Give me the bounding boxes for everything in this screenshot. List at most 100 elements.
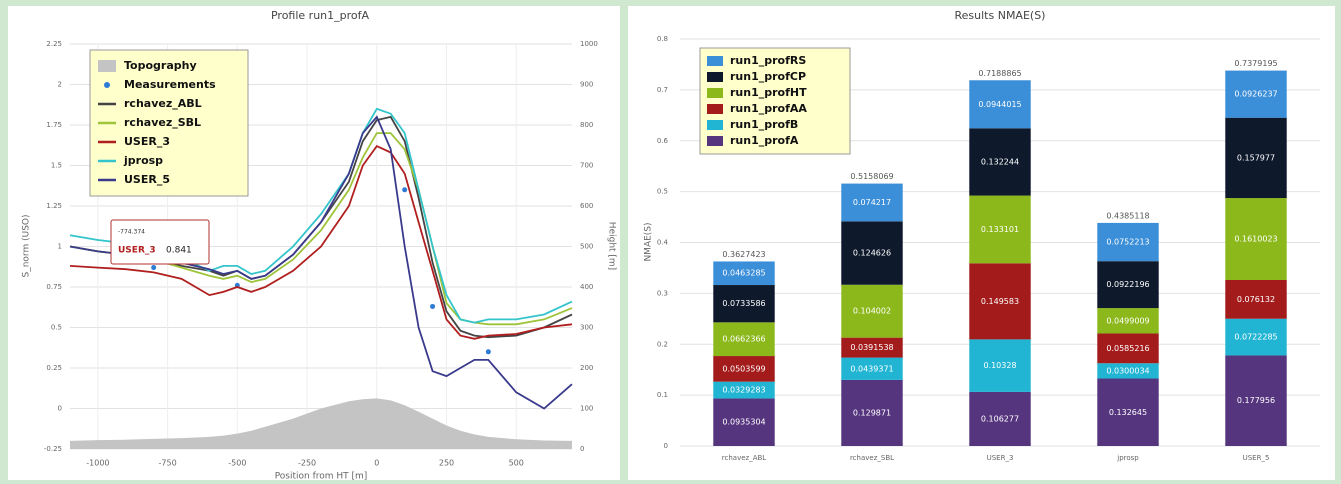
y-tick-label: 0.75 [46,283,62,291]
legend-label: Measurements [124,78,216,91]
segment-label: 0.0503599 [722,364,765,373]
segment-label: 0.129871 [853,408,891,417]
segment-label: 0.074217 [853,198,891,207]
x-tick-label: 0 [374,459,379,468]
bar-segment [1097,261,1159,309]
legend-label: run1_profA [730,134,799,147]
bar-segment [1225,117,1287,199]
segment-label: 0.0439371 [850,364,893,373]
segment-label: 0.0733586 [722,299,765,308]
segment-label: 0.1610023 [1234,235,1277,244]
y-tick-label: 0.1 [657,391,668,399]
bar-segment [713,322,775,357]
legend-label: rchavez_ABL [124,97,202,110]
bar-segment [841,284,903,338]
total-label: 0.3627423 [722,250,765,259]
y-tick-label: 0.2 [657,340,668,348]
segment-label: 0.132244 [981,157,1019,166]
legend-label: USER_3 [124,135,170,148]
segment-label: 0.0300034 [1106,366,1149,375]
bar-segment [1097,363,1159,379]
segment-label: 0.10328 [983,361,1016,370]
legend-swatch [707,56,723,66]
legend-label: run1_profAA [730,102,807,115]
bar-segment [1225,198,1287,280]
y-tick-label: 2 [58,81,62,89]
x-tick-label: -250 [298,459,316,468]
y2-tick-label: 500 [580,243,593,251]
x-tick-label: USER_3 [987,454,1014,462]
tooltip-box [110,219,210,265]
y-tick-label: 0 [664,442,668,450]
legend-swatch [104,82,110,88]
y-tick-label: 0.25 [46,364,62,372]
segment-label: 0.0926237 [1234,90,1277,99]
measurement-point [485,349,491,355]
measurement-point [430,303,436,309]
bar-segment [969,263,1031,340]
segment-label: 0.076132 [1237,295,1275,304]
legend-label: USER_5 [124,173,170,186]
bar-segment [1225,355,1287,446]
y2-tick-label: 100 [580,405,593,413]
series-line [69,115,573,339]
x-tick-label: -1000 [86,459,109,468]
bar-segment [713,356,775,382]
bar-segment [1225,318,1287,356]
y2-tick-label: 900 [580,81,593,89]
chart-title: Profile run1_profA [271,9,370,22]
x-axis-label: Position from HT [m] [275,472,368,482]
y-tick-label: 1 [58,243,62,251]
y-tick-label: 0 [58,405,62,413]
legend-label: run1_profB [730,118,798,131]
y-tick-label: 1.25 [46,202,62,210]
bar-segment [969,80,1031,129]
segment-label: 0.133101 [981,225,1019,234]
y-tick-label: 0.8 [657,35,668,43]
segment-label: 0.0922196 [1106,280,1149,289]
bar-segment [841,379,903,446]
legend-label: rchavez_SBL [124,116,201,129]
y-tick-label: 0.5 [51,324,62,332]
legend-box [699,47,851,155]
y-tick-label: 0.6 [657,137,669,145]
measurement-point [402,187,408,193]
y2-tick-label: 600 [580,202,593,210]
y-tick-label: 2.25 [46,40,62,48]
segment-label: 0.0722285 [1234,333,1277,342]
x-tick-label: USER_5 [1243,454,1270,462]
legend-box [89,49,249,197]
bar-segment [841,357,903,380]
legend-swatch [707,136,723,146]
legend-label: run1_profCP [730,70,806,83]
segment-label: 0.0463285 [722,269,765,278]
tooltip-title: -774.374 [118,229,145,236]
legend-label: jprosp [123,154,163,167]
y-tick-label: 0.5 [657,188,668,196]
legend-swatch [98,60,116,72]
bar-segment [1097,308,1159,334]
tooltip-value: 0.841 [166,246,192,256]
measurement-point [151,265,157,271]
bar-segment [1097,378,1159,446]
legend-label: run1_profRS [730,54,806,67]
segment-label: 0.177956 [1237,396,1275,405]
legend-swatch [707,72,723,82]
bar-segment [713,261,775,286]
y2-tick-label: 700 [580,162,593,170]
segment-label: 0.0944015 [978,100,1021,109]
legend-swatch [707,120,723,130]
segment-label: 0.0752213 [1106,238,1149,247]
bar-segment [1097,222,1159,262]
y-tick-label: 0.4 [657,239,669,247]
bar-segment [713,285,775,323]
bar-segment [841,221,903,285]
segment-label: 0.106277 [981,414,1019,423]
bar-segment [713,398,775,446]
bar-segment [1225,70,1287,118]
x-tick-label: jprosp [1116,454,1139,462]
bar-segment [1097,333,1159,364]
y-tick-label: 1.5 [51,162,62,170]
segment-label: 0.132645 [1109,408,1147,417]
